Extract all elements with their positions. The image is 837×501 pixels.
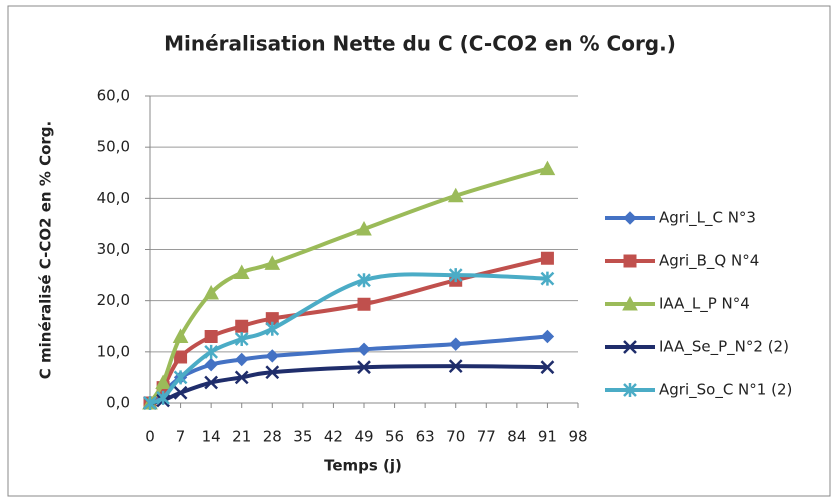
legend-marker bbox=[623, 254, 637, 268]
marker bbox=[447, 187, 464, 203]
marker bbox=[204, 344, 219, 359]
series-line bbox=[149, 364, 548, 405]
x-tick-label: 49 bbox=[354, 428, 373, 446]
marker bbox=[265, 321, 280, 336]
legend-marker bbox=[622, 295, 638, 311]
marker bbox=[448, 268, 463, 283]
marker bbox=[235, 319, 249, 333]
legend-label: IAA_Se_P_N°2 (2) bbox=[659, 338, 789, 357]
x-tick-label: 56 bbox=[385, 428, 404, 446]
marker bbox=[540, 251, 554, 265]
x-tick-label: 84 bbox=[507, 428, 526, 446]
x-tick-label: 77 bbox=[477, 428, 496, 446]
chart-border bbox=[7, 5, 831, 497]
marker bbox=[173, 370, 188, 385]
marker bbox=[357, 360, 371, 375]
marker bbox=[234, 370, 249, 385]
marker bbox=[540, 271, 555, 286]
series-line bbox=[149, 272, 548, 405]
marker bbox=[143, 396, 157, 410]
y-tick-label: 50,0 bbox=[97, 138, 130, 156]
x-tick-label: 70 bbox=[446, 428, 465, 446]
legend-label: Agri_B_Q N°4 bbox=[659, 252, 759, 271]
marker bbox=[540, 329, 555, 344]
chart-title: Minéralisation Nette du C (C-CO2 en % Co… bbox=[164, 32, 676, 56]
marker bbox=[203, 284, 219, 300]
marker bbox=[356, 220, 372, 236]
x-tick-label: 63 bbox=[416, 428, 435, 446]
marker bbox=[265, 365, 280, 380]
y-tick-label: 10,0 bbox=[97, 342, 130, 360]
marker bbox=[540, 360, 555, 375]
x-tick-label: 35 bbox=[293, 428, 312, 446]
marker bbox=[204, 357, 218, 372]
marker bbox=[204, 329, 218, 343]
marker bbox=[357, 342, 371, 356]
y-tick-label: 40,0 bbox=[97, 189, 130, 207]
marker bbox=[357, 297, 371, 311]
marker bbox=[156, 390, 170, 405]
series-line bbox=[148, 166, 548, 405]
y-tick-label: 20,0 bbox=[97, 291, 130, 309]
marker bbox=[234, 332, 249, 347]
legend-marker bbox=[623, 211, 637, 225]
marker bbox=[449, 337, 463, 351]
marker bbox=[539, 160, 556, 176]
x-tick-label: 42 bbox=[324, 428, 343, 446]
legend-label: Agri_L_C N°3 bbox=[659, 209, 756, 228]
x-tick-label: 0 bbox=[145, 428, 155, 446]
marker bbox=[265, 349, 279, 363]
legend-marker bbox=[623, 340, 637, 354]
marker bbox=[174, 350, 188, 364]
marker bbox=[155, 374, 171, 390]
legend-marker bbox=[623, 383, 637, 397]
y-tick-label: 0,0 bbox=[106, 394, 130, 412]
marker bbox=[357, 273, 371, 288]
marker bbox=[235, 352, 249, 367]
marker bbox=[448, 359, 463, 374]
y-axis-title: C minéralisé C-CO2 en % Corg. bbox=[37, 121, 55, 379]
marker bbox=[172, 328, 189, 343]
x-tick-label: 98 bbox=[568, 428, 587, 446]
x-axis-title: Temps (j) bbox=[324, 457, 402, 475]
y-tick-label: 60,0 bbox=[97, 87, 130, 105]
x-tick-label: 21 bbox=[232, 428, 251, 446]
y-tick-label: 30,0 bbox=[97, 240, 130, 258]
x-tick-label: 7 bbox=[176, 428, 186, 446]
x-tick-label: 14 bbox=[202, 428, 221, 446]
x-tick-label: 28 bbox=[263, 428, 282, 446]
legend-label: IAA_L_P N°4 bbox=[659, 295, 750, 314]
marker bbox=[204, 375, 219, 390]
x-tick-label: 91 bbox=[538, 428, 557, 446]
legend-label: Agri_So_C N°1 (2) bbox=[659, 381, 792, 400]
marker bbox=[233, 264, 250, 280]
marker bbox=[264, 255, 281, 270]
marker bbox=[173, 385, 188, 400]
